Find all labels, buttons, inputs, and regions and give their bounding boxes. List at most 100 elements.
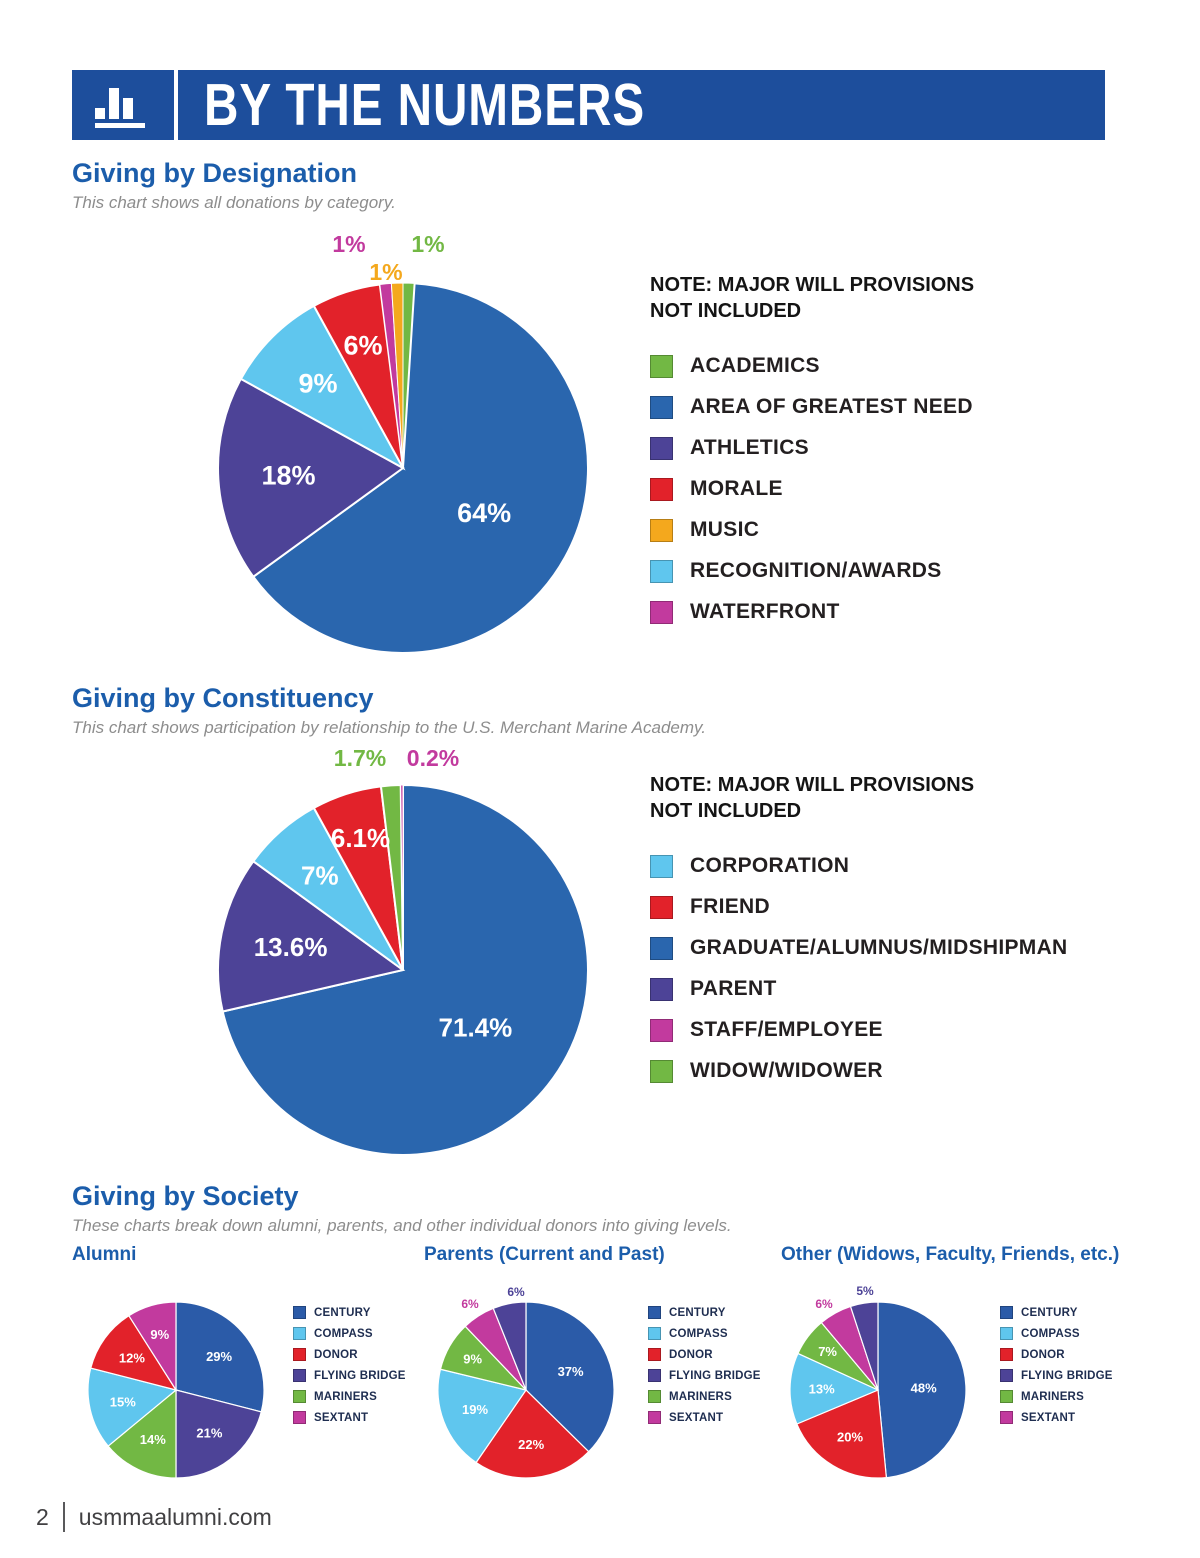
pie-slice-label: 15% [110,1395,136,1410]
section-title-designation: Giving by Designation [72,158,358,188]
pie-slice [789,1352,880,1425]
section-title-society: Giving by Society [72,1181,299,1211]
legend-item: COMPASS [1000,1327,1150,1340]
legend-swatch [1000,1369,1013,1382]
legend-label: AREA OF GREATEST NEED [690,395,973,418]
banner-divider [174,70,178,140]
pie-slice [400,784,404,971]
note-text: NOTE: MAJOR WILL PROVISIONS NOT INCLUDED [650,272,1130,324]
legend-swatch [648,1369,661,1382]
pie-slice-label: 6% [461,1297,479,1311]
legend-label: FLYING BRIDGE [669,1369,761,1382]
legend-swatch [1000,1306,1013,1319]
pie-slice-label: 1% [369,259,402,285]
pie-slice-label: 64% [457,498,511,528]
alumni-legend: CENTURY COMPASS DONOR FLYING BRIDGE MARINERS… [293,1306,443,1432]
legend-swatch [648,1348,661,1361]
legend-swatch [650,936,673,960]
legend-item: CENTURY [293,1306,443,1319]
pie-slice [217,377,405,579]
pie-slice [128,1301,177,1393]
legend-label: CENTURY [314,1306,371,1319]
designation-legend: ACADEMICS AREA OF GREATEST NEED ATHLETICS M… [650,354,1130,624]
pie-slice [221,783,589,1156]
parents-pie-chart: 37% 22% 19% 9% 6% 6% [416,1278,636,1488]
legend-swatch [650,977,673,1001]
legend-swatch [1000,1390,1013,1403]
legend-label: MORALE [690,477,783,500]
legend-item: MARINERS [293,1390,443,1403]
legend-item: PARENT [650,977,1130,1001]
pie-slice-label: 0.2% [407,745,459,771]
legend-swatch [648,1390,661,1403]
section-title-constituency: Giving by Constituency [72,683,374,713]
designation-legend-box: NOTE: MAJOR WILL PROVISIONS NOT INCLUDED… [650,272,1130,641]
legend-item: ATHLETICS [650,436,1130,460]
legend-label: COMPASS [1021,1327,1080,1340]
legend-item: FLYING BRIDGE [293,1369,443,1382]
section-subtitle-society: These charts break down alumni, parents,… [72,1216,732,1235]
legend-label: SEXTANT [1021,1411,1076,1424]
pie-slice [90,1314,178,1391]
legend-swatch [293,1411,306,1424]
legend-item: CENTURY [648,1306,798,1319]
footer-divider [62,1502,65,1532]
pie-slice-label: 13% [809,1382,835,1397]
pie-slice [437,1368,527,1464]
legend-label: FLYING BRIDGE [314,1369,406,1382]
constituency-legend: CORPORATION FRIEND GRADUATE/ALUMNUS/MIDSHI… [650,854,1130,1083]
pie-slice-label: 13.6% [254,932,328,962]
pie-slice-label: 1% [411,231,444,257]
designation-pie-chart: 1% 64% 18% 9% 6% 1% 1% [148,198,658,663]
pie-slice-label: 5% [856,1284,874,1298]
pie-slice-label: 22% [518,1437,544,1452]
legend-label: MARINERS [1021,1390,1084,1403]
legend-label: FLYING BRIDGE [1021,1369,1113,1382]
pie-slice [107,1388,177,1479]
legend-label: ATHLETICS [690,436,809,459]
legend-item: STAFF/EMPLOYEE [650,1018,1130,1042]
page-number: 2 [36,1503,49,1530]
legend-item: DONOR [648,1348,798,1361]
pie-slice-label: 20% [837,1429,863,1444]
legend-swatch [293,1369,306,1382]
pie-slice-label: 48% [911,1380,937,1395]
legend-label: GRADUATE/ALUMNUS/MIDSHIPMAN [690,936,1068,959]
constituency-pie-chart: 71.4% 13.6% 7% 6.1% 1.7% 0.2% [148,700,658,1165]
legend-label: RECOGNITION/AWARDS [690,559,942,582]
legend-item: AREA OF GREATEST NEED [650,395,1130,419]
legend-swatch [650,354,673,378]
legend-swatch [1000,1327,1013,1340]
legend-item: MARINERS [648,1390,798,1403]
pie-slice [175,1389,262,1479]
pie-slice-label: 21% [196,1426,222,1441]
legend-label: PARENT [690,977,777,1000]
bar-chart-icon [92,81,158,129]
note-line: NOTE: MAJOR WILL PROVISIONS [650,274,975,296]
legend-item: GRADUATE/ALUMNUS/MIDSHIPMAN [650,936,1130,960]
section-subtitle-constituency: This chart shows participation by relati… [72,718,707,737]
pie-slice-label: 6% [507,1285,525,1299]
pie-slice-label: 14% [140,1432,166,1447]
pie-slice-label: 37% [558,1364,584,1379]
other-legend: CENTURY COMPASS DONOR FLYING BRIDGE MARINERS… [1000,1306,1150,1432]
column-title-other: Other (Widows, Faculty, Friends, etc.) [781,1244,1120,1265]
pie-chart-svg: 48% 20% 13% 7% 6% 5% [789,1284,967,1479]
page-title: BY THE NUMBERS [204,71,646,139]
pie-slice-label: 1% [332,231,365,257]
legend-item: SEXTANT [1000,1411,1150,1424]
legend-swatch [648,1411,661,1424]
legend-label: MARINERS [314,1390,377,1403]
legend-item: MARINERS [1000,1390,1150,1403]
column-title-parents: Parents (Current and Past) [424,1244,665,1265]
legend-swatch [650,477,673,501]
pie-slice-label: 6.1% [331,823,390,853]
pie-slice-label: 1.7% [334,745,386,771]
legend-label: DONOR [669,1348,713,1361]
legend-swatch [293,1306,306,1319]
legend-label: COMPASS [314,1327,373,1340]
legend-swatch [650,559,673,583]
section-subtitle-designation: This chart shows all donations by catego… [72,193,396,212]
legend-item: FLYING BRIDGE [648,1369,798,1382]
